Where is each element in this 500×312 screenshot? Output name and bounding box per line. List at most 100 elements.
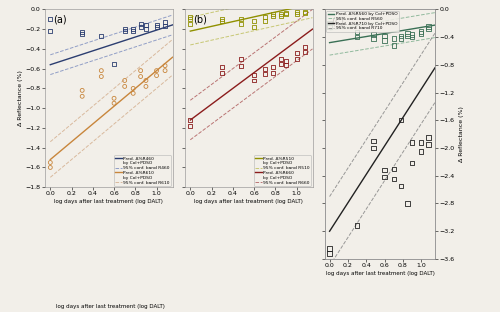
Point	[282, 62, 290, 67]
Point	[110, 61, 118, 66]
Point	[46, 160, 54, 165]
Point	[301, 11, 309, 16]
Point	[152, 23, 160, 28]
Point	[238, 17, 246, 22]
Point	[292, 12, 300, 17]
Point	[186, 17, 194, 22]
Point	[142, 23, 150, 28]
Text: (c): (c)	[332, 17, 344, 27]
Point	[120, 27, 128, 32]
Point	[417, 140, 425, 145]
Point	[269, 14, 277, 19]
Point	[161, 20, 169, 25]
Point	[238, 22, 246, 27]
Point	[292, 50, 300, 55]
Point	[326, 21, 334, 26]
Point	[78, 30, 86, 35]
Point	[292, 10, 300, 15]
Point	[161, 68, 169, 73]
Point	[129, 27, 137, 32]
Point	[218, 64, 226, 69]
Point	[218, 19, 226, 24]
Point	[370, 145, 378, 150]
Point	[260, 15, 268, 20]
X-axis label: log days after last treatment (log DALT): log days after last treatment (log DALT)	[326, 271, 434, 276]
Point	[424, 142, 432, 147]
Point	[46, 165, 54, 170]
Point	[186, 118, 194, 123]
X-axis label: log days after last treatment (log DALT): log days after last treatment (log DALT)	[54, 199, 163, 204]
Point	[129, 86, 137, 91]
Point	[161, 63, 169, 68]
Point	[397, 118, 405, 123]
Point	[120, 78, 128, 83]
Y-axis label: Δ Reflectance (%): Δ Reflectance (%)	[18, 70, 23, 126]
Point	[353, 223, 361, 228]
Point	[301, 49, 309, 54]
Point	[390, 166, 398, 171]
Point	[397, 184, 405, 189]
Point	[390, 36, 398, 41]
Point	[380, 175, 388, 180]
Point	[186, 22, 194, 27]
Point	[269, 12, 277, 17]
Point	[370, 139, 378, 144]
Point	[110, 96, 118, 101]
Text: log days after last treatment (log DALT): log days after last treatment (log DALT)	[56, 304, 164, 309]
Point	[353, 30, 361, 35]
Point	[78, 32, 86, 37]
Text: (b): (b)	[192, 15, 206, 25]
Point	[250, 78, 258, 83]
Point	[136, 68, 144, 73]
Legend: Pred. Δ%R560 by Col+PDSO, 95% conf. band R560, Pred. Δ%R710 by Col+PDSO, 95% con: Pred. Δ%R560 by Col+PDSO, 95% conf. band…	[326, 11, 398, 32]
Point	[404, 31, 411, 36]
Point	[424, 24, 432, 29]
Point	[301, 10, 309, 15]
Y-axis label: Δ Reflectance (%): Δ Reflectance (%)	[458, 106, 464, 162]
Point	[408, 161, 416, 166]
Point	[120, 84, 128, 89]
Point	[250, 72, 258, 77]
Point	[417, 31, 425, 36]
Point	[129, 91, 137, 96]
Point	[397, 36, 405, 41]
Point	[161, 24, 169, 29]
Legend: Pred. Δ%R460, by Col+PDSO, 95% conf. band R460, Pred. Δ%R610, by Col+PDSO, 95% c: Pred. Δ%R460, by Col+PDSO, 95% conf. ban…	[114, 155, 171, 186]
Point	[78, 94, 86, 99]
Point	[110, 101, 118, 106]
Point	[326, 24, 334, 29]
Point	[404, 33, 411, 38]
Point	[269, 64, 277, 69]
Point	[46, 29, 54, 34]
Text: (a): (a)	[52, 15, 66, 25]
Point	[404, 201, 411, 206]
Point	[250, 25, 258, 30]
Point	[370, 36, 378, 41]
Point	[370, 32, 378, 37]
Point	[282, 58, 290, 63]
Point	[326, 246, 334, 251]
Point	[417, 149, 425, 154]
Point	[390, 43, 398, 48]
Point	[276, 12, 284, 17]
Point	[98, 74, 106, 79]
Point	[282, 12, 290, 17]
Point	[380, 38, 388, 43]
Point	[301, 44, 309, 49]
Point	[218, 17, 226, 22]
Point	[186, 124, 194, 129]
Point	[380, 33, 388, 38]
Point	[276, 61, 284, 66]
Point	[120, 29, 128, 34]
Point	[186, 15, 194, 20]
Point	[142, 27, 150, 32]
Point	[390, 177, 398, 182]
Point	[276, 14, 284, 19]
Point	[142, 84, 150, 89]
Point	[152, 68, 160, 73]
Point	[424, 135, 432, 140]
Point	[136, 22, 144, 27]
Point	[98, 34, 106, 39]
Point	[78, 88, 86, 93]
Point	[397, 33, 405, 38]
